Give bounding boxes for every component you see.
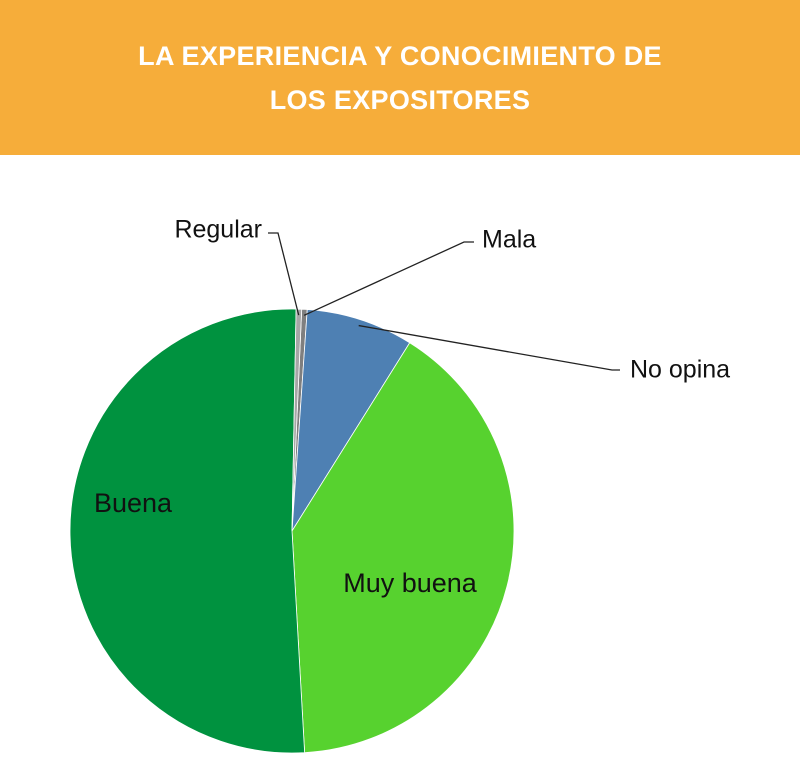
pie-slice-muy-buena — [291, 342, 515, 754]
slice-label-regular: Regular — [174, 216, 262, 244]
chart-title-line-1: LA EXPERIENCIA Y CONOCIMIENTO DE — [138, 40, 662, 71]
pie-slice-no-opina — [291, 309, 411, 532]
slice-label-no-opina: No opina — [630, 356, 730, 384]
leader-line-mala — [303, 241, 474, 316]
leader-line-no-opina — [358, 324, 620, 371]
pie-slice-regular — [291, 308, 303, 532]
chart-title-line-2: LOS EXPOSITORES — [269, 84, 531, 115]
pie-chart: Mala No opina Muy buena Buena Regular — [69, 216, 730, 754]
title-banner: LA EXPERIENCIA Y CONOCIMIENTO DE LOS EXP… — [0, 0, 800, 155]
slice-label-muy-buena: Muy buena — [343, 568, 478, 598]
slice-label-mala: Mala — [482, 226, 536, 254]
pie-slice-buena — [69, 308, 306, 754]
leader-line-regular — [268, 232, 300, 316]
slice-label-buena: Buena — [94, 488, 173, 518]
